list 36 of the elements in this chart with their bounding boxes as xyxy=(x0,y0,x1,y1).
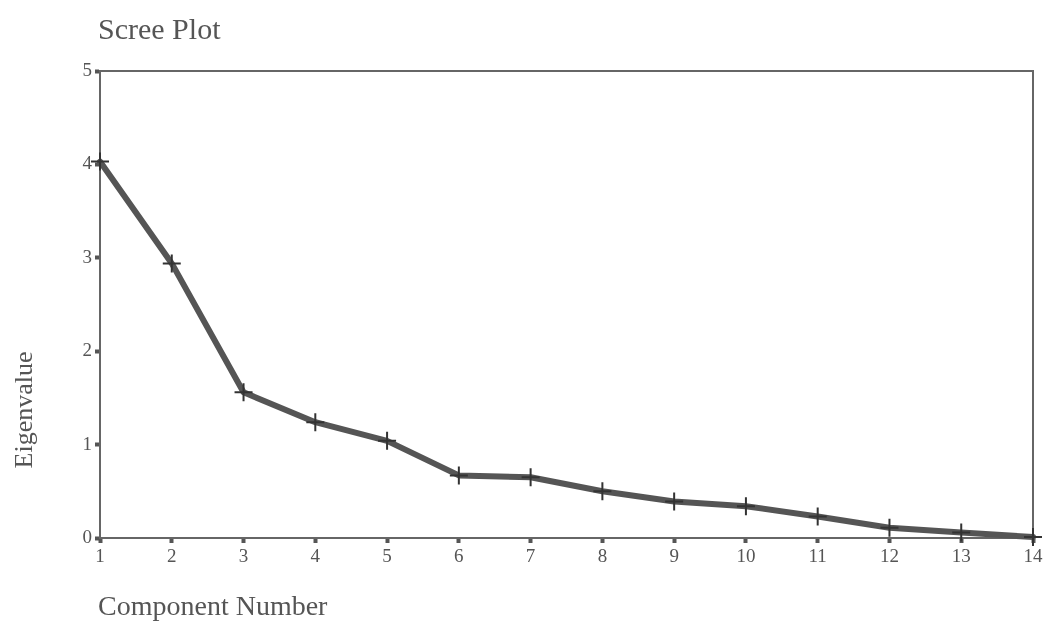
point xyxy=(161,253,182,274)
x-tick-label: 8 xyxy=(597,545,608,567)
x-tick-label: 9 xyxy=(669,545,679,567)
x-tick-label: 14 xyxy=(1023,545,1043,567)
point xyxy=(951,522,972,543)
y-tick-label: 0 xyxy=(82,525,92,547)
y-tick-label: 3 xyxy=(82,245,92,267)
x-tick-label: 5 xyxy=(382,545,392,567)
point xyxy=(90,151,110,172)
y-tick-label: 1 xyxy=(82,432,92,454)
x-tick-label: 12 xyxy=(879,545,899,567)
point xyxy=(807,506,828,527)
point xyxy=(448,465,469,486)
y-tick-label: 4 xyxy=(82,152,93,174)
point xyxy=(1023,527,1043,548)
point xyxy=(735,496,756,517)
x-tick-label: 10 xyxy=(736,545,756,567)
point xyxy=(377,430,398,451)
y-tick-label: 2 xyxy=(82,339,92,361)
point xyxy=(520,467,541,488)
x-tick-label: 2 xyxy=(167,545,177,567)
y-axis-title: Eigenvalue xyxy=(9,351,39,469)
point xyxy=(233,382,254,403)
x-tick-label: 7 xyxy=(525,545,536,567)
x-tick-label: 3 xyxy=(238,545,249,567)
x-tick-label: 11 xyxy=(808,545,827,567)
x-axis-title: Component Number xyxy=(98,590,328,622)
point xyxy=(664,491,685,512)
point xyxy=(305,412,326,433)
x-tick-label: 6 xyxy=(454,545,464,567)
x-tick-label: 4 xyxy=(310,545,321,567)
y-tick-label: 5 xyxy=(82,58,92,80)
chart-title: Scree Plot xyxy=(98,12,221,46)
x-tick-label: 13 xyxy=(951,545,971,567)
point xyxy=(879,517,900,538)
point xyxy=(592,481,613,502)
